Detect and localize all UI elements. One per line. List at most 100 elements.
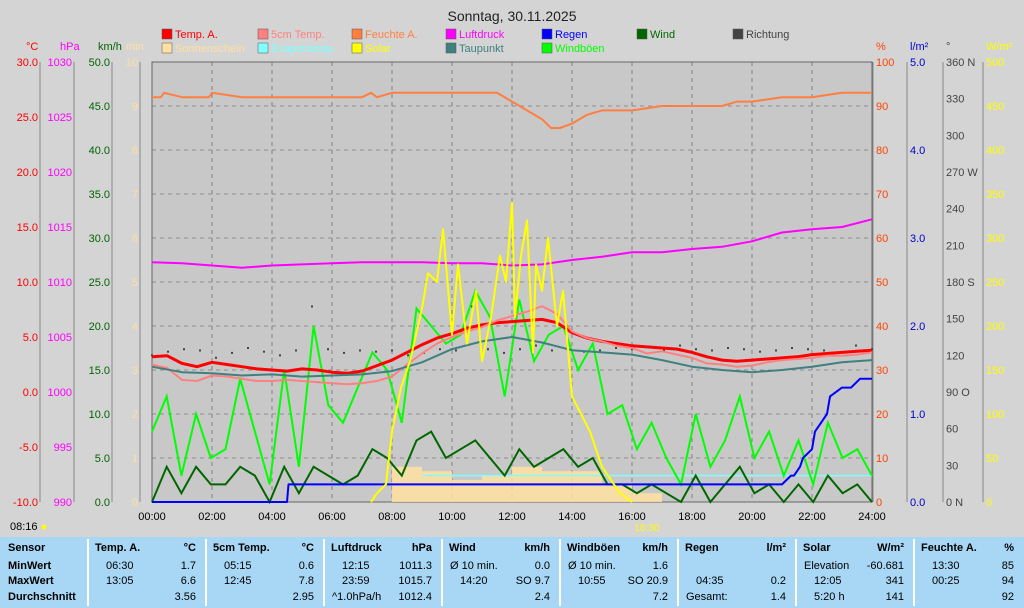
- x-tick-label: 10:00: [438, 511, 466, 523]
- direction-point: [519, 348, 521, 351]
- table-separator: [441, 539, 443, 606]
- right-tick-label: 10: [876, 453, 888, 465]
- left-tick-label: 20.0: [89, 321, 110, 333]
- x-tick-label: 12:00: [498, 511, 526, 523]
- left-tick-label: 50.0: [89, 57, 110, 69]
- table-cell-value: 7.8: [298, 575, 314, 587]
- left-tick-label: 6: [132, 233, 138, 245]
- left-tick-label: 30.0: [17, 57, 38, 69]
- weather-chart: Sonntag, 30.11.2025 Temp. A. 5cm Temp. Feu…: [12, 8, 1013, 534]
- direction-point: [679, 344, 681, 347]
- table-cell-value: 1012.4: [398, 591, 432, 603]
- stats-table: Sensor MinWert MaxWert Durchschnitt Temp. A.…: [0, 537, 1024, 608]
- table-cell-value: 1015.7: [398, 575, 432, 587]
- x-tick-label: 14:00: [558, 511, 586, 523]
- direction-point: [711, 349, 713, 352]
- direction-point: [375, 350, 377, 353]
- direction-point: [743, 348, 745, 351]
- direction-point: [823, 349, 825, 352]
- table-cell-value: 7.2: [652, 591, 668, 603]
- right-tick-label: 180 S: [946, 277, 975, 289]
- table-column-unit: hPa: [411, 542, 432, 554]
- direction-point: [807, 348, 809, 351]
- x-tick-label: 24:00: [858, 511, 886, 523]
- table-column-header: Sensor: [8, 542, 46, 554]
- right-tick-label: 0: [986, 497, 992, 509]
- left-tick-label: 40.0: [89, 145, 110, 157]
- table-column-unit: %: [1004, 542, 1014, 554]
- table-column: Temp. A. °C 06:30 1.7 13:05 6.6 3.56: [88, 537, 206, 608]
- x-tick-label: 02:00: [198, 511, 226, 523]
- table-cell-value: SO 9.7: [515, 575, 550, 587]
- left-tick-label: 5: [132, 277, 138, 289]
- legend-label: Regen: [555, 29, 587, 41]
- legend-label: 5cm Temp.: [271, 29, 325, 41]
- direction-point: [855, 344, 857, 347]
- table-row-label: MinWert: [8, 560, 52, 572]
- left-tick-label: 25.0: [89, 277, 110, 289]
- table-separator: [559, 539, 561, 606]
- right-tick-label: 100: [986, 409, 1004, 421]
- series-5cm-temp: [151, 305, 873, 386]
- legend-label: Luftdruck: [459, 29, 505, 41]
- right-tick-label: 30: [876, 365, 888, 377]
- left-tick-label: 1030: [48, 57, 72, 69]
- legend-swatch: [257, 28, 269, 40]
- sunrise-label: 08:16 ●: [10, 521, 48, 533]
- left-tick-label: 1010: [48, 277, 72, 289]
- right-axis-label: l/m²: [910, 41, 929, 53]
- left-tick-label: 990: [54, 497, 72, 509]
- left-tick-label: 3: [132, 365, 138, 377]
- legend-label: Feuchte A.: [365, 29, 418, 41]
- left-tick-label: 10.0: [89, 409, 110, 421]
- left-tick-label: 10: [126, 57, 138, 69]
- table-column: Sensor MinWert MaxWert Durchschnitt: [0, 537, 88, 608]
- left-tick-label: 7: [132, 189, 138, 201]
- direction-point: [343, 351, 345, 354]
- table-column: Regen l/m² 04:35 0.2 Gesamt: 1.4: [678, 537, 796, 608]
- left-tick-label: 45.0: [89, 101, 110, 113]
- table-cell-label: 23:59: [342, 575, 370, 587]
- right-tick-label: 5.0: [910, 57, 925, 69]
- x-tick-label: 00:00: [138, 511, 166, 523]
- table-separator: [205, 539, 207, 606]
- table-cell-label: 10:55: [578, 575, 606, 587]
- legend-label: Taupunkt: [459, 43, 504, 55]
- direction-point: [311, 305, 313, 308]
- x-tick-label: 22:00: [798, 511, 826, 523]
- table-cell-label: 13:05: [106, 575, 134, 587]
- left-tick-label: 35.0: [89, 189, 110, 201]
- direction-point: [327, 348, 329, 351]
- direction-point: [183, 348, 185, 351]
- legend-label: Sonnenschein: [175, 43, 245, 55]
- left-tick-label: 15.0: [89, 365, 110, 377]
- x-tick-label: 20:00: [738, 511, 766, 523]
- left-axes: °C30.025.020.015.010.05.00.0-5.0-10.0hPa…: [13, 41, 144, 509]
- legend-swatch: [161, 42, 173, 54]
- right-tick-label: 210: [946, 240, 964, 252]
- direction-point: [551, 349, 553, 352]
- right-tick-label: 4.0: [910, 145, 925, 157]
- direction-point: [359, 349, 361, 352]
- table-column: 5cm Temp. °C 05:15 0.6 12:45 7.8 2.95: [206, 537, 324, 608]
- left-tick-label: 25.0: [17, 112, 38, 124]
- legend-swatch: [351, 42, 363, 54]
- sunshine-bar: [632, 493, 662, 502]
- direction-point: [247, 347, 249, 349]
- right-tick-label: 90: [876, 101, 888, 113]
- table-cell-label: 04:35: [696, 575, 724, 587]
- left-tick-label: 0: [132, 497, 138, 509]
- table-column-header: Regen: [685, 542, 719, 554]
- table-cell-value: 1.7: [180, 560, 196, 572]
- x-tick-label: 04:00: [258, 511, 286, 523]
- series-solar: [370, 201, 633, 503]
- right-tick-label: 0 N: [946, 497, 963, 509]
- table-cell-value: 0.6: [298, 560, 314, 572]
- right-tick-label: 350: [986, 189, 1004, 201]
- series-windboeen: [151, 288, 873, 489]
- right-tick-label: 2.0: [910, 321, 925, 333]
- table-cell-value: 3.56: [174, 591, 196, 603]
- table-cell-value: 0.0: [534, 560, 550, 572]
- chart-title: Sonntag, 30.11.2025: [448, 8, 577, 24]
- direction-point: [503, 351, 505, 354]
